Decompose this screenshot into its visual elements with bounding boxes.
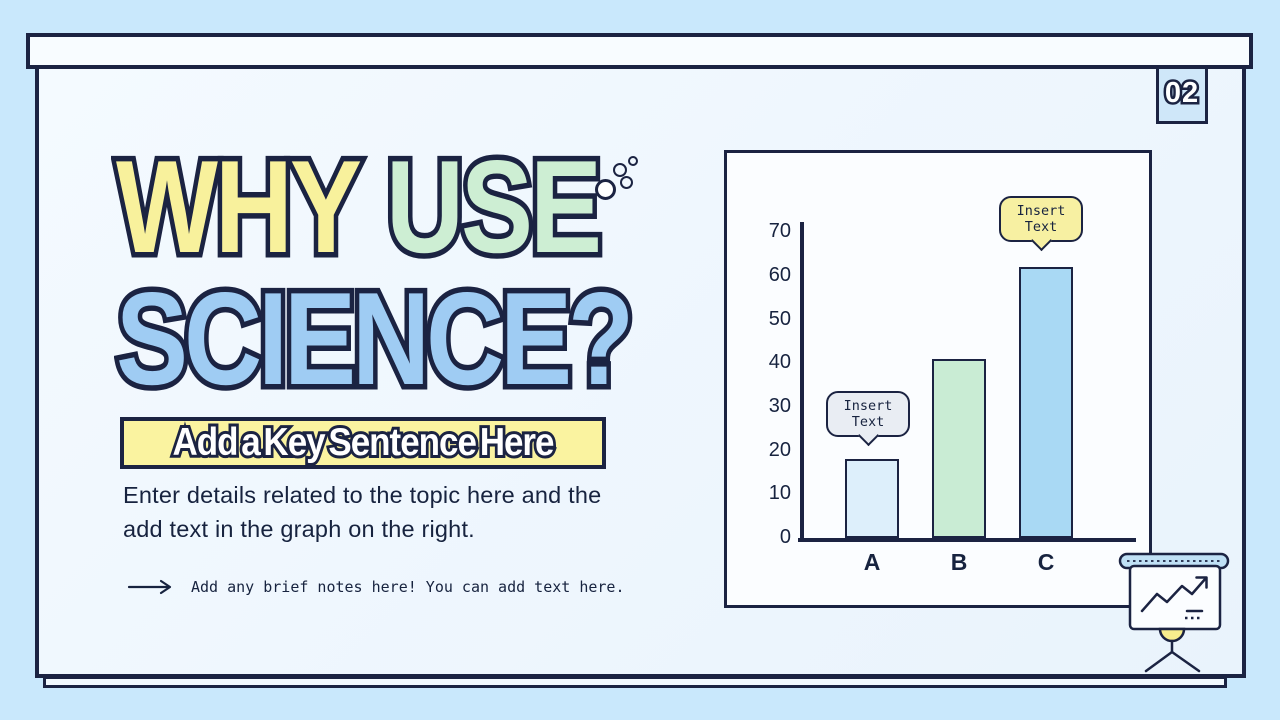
x-category-label: A	[863, 549, 881, 575]
key-sentence-text: Add a Key Sentence Here	[170, 418, 558, 467]
slide-title-line1: WHY USE	[112, 127, 607, 286]
bubble-decoration-icon	[613, 163, 627, 177]
bar-b	[932, 358, 986, 538]
insert-text-label: Insert Text	[1016, 203, 1066, 235]
y-tick-label: 10	[768, 482, 791, 505]
slide-title-line2: SCIENCE?	[111, 259, 638, 418]
y-axis	[800, 222, 804, 541]
whiteboard-top-rail	[26, 33, 1253, 69]
y-tick-label: 0	[779, 526, 791, 548]
bubble-decoration-icon	[595, 179, 616, 200]
y-tick-label: 50	[768, 307, 791, 330]
bar-c	[1019, 267, 1073, 538]
y-tick-label: 70	[768, 220, 791, 243]
insert-text-bubble-a[interactable]: Insert Text	[826, 391, 910, 437]
x-category-label: C	[1037, 549, 1055, 575]
right-arrow-icon	[127, 579, 172, 595]
bar-a	[845, 459, 899, 538]
title-space	[359, 132, 386, 280]
bubble-decoration-icon	[628, 156, 638, 166]
note-placeholder-text[interactable]: Add any brief notes here! You can add te…	[191, 578, 625, 596]
y-tick-label: 20	[768, 438, 791, 461]
x-axis	[798, 538, 1136, 542]
bubble-decoration-icon	[620, 176, 633, 189]
insert-text-label: Insert Text	[843, 398, 893, 430]
title-word-use: USE	[381, 127, 606, 286]
page-number-badge: 02	[1156, 66, 1208, 124]
x-category-label: B	[950, 549, 968, 575]
note-row: Add any brief notes here! You can add te…	[127, 578, 624, 596]
details-placeholder-text[interactable]: Enter details related to the topic here …	[123, 482, 602, 542]
y-tick-label: 30	[768, 394, 791, 417]
bar-chart-panel: Insert Text Insert Text 0 10 20 30 40 50 60 70 A…	[724, 150, 1152, 608]
key-sentence-banner[interactable]: Add a Key Sentence Here	[120, 417, 606, 469]
title-word-why: WHY	[112, 127, 367, 286]
bar-chart-plot: Insert Text Insert Text 0 10 20 30 40 50 60 70 A…	[727, 153, 1149, 605]
y-tick-label: 60	[768, 263, 791, 286]
y-tick-label: 40	[768, 351, 791, 374]
page-number: 02	[1162, 75, 1200, 112]
insert-text-bubble-c[interactable]: Insert Text	[999, 196, 1083, 242]
presentation-easel-icon	[1118, 552, 1230, 673]
